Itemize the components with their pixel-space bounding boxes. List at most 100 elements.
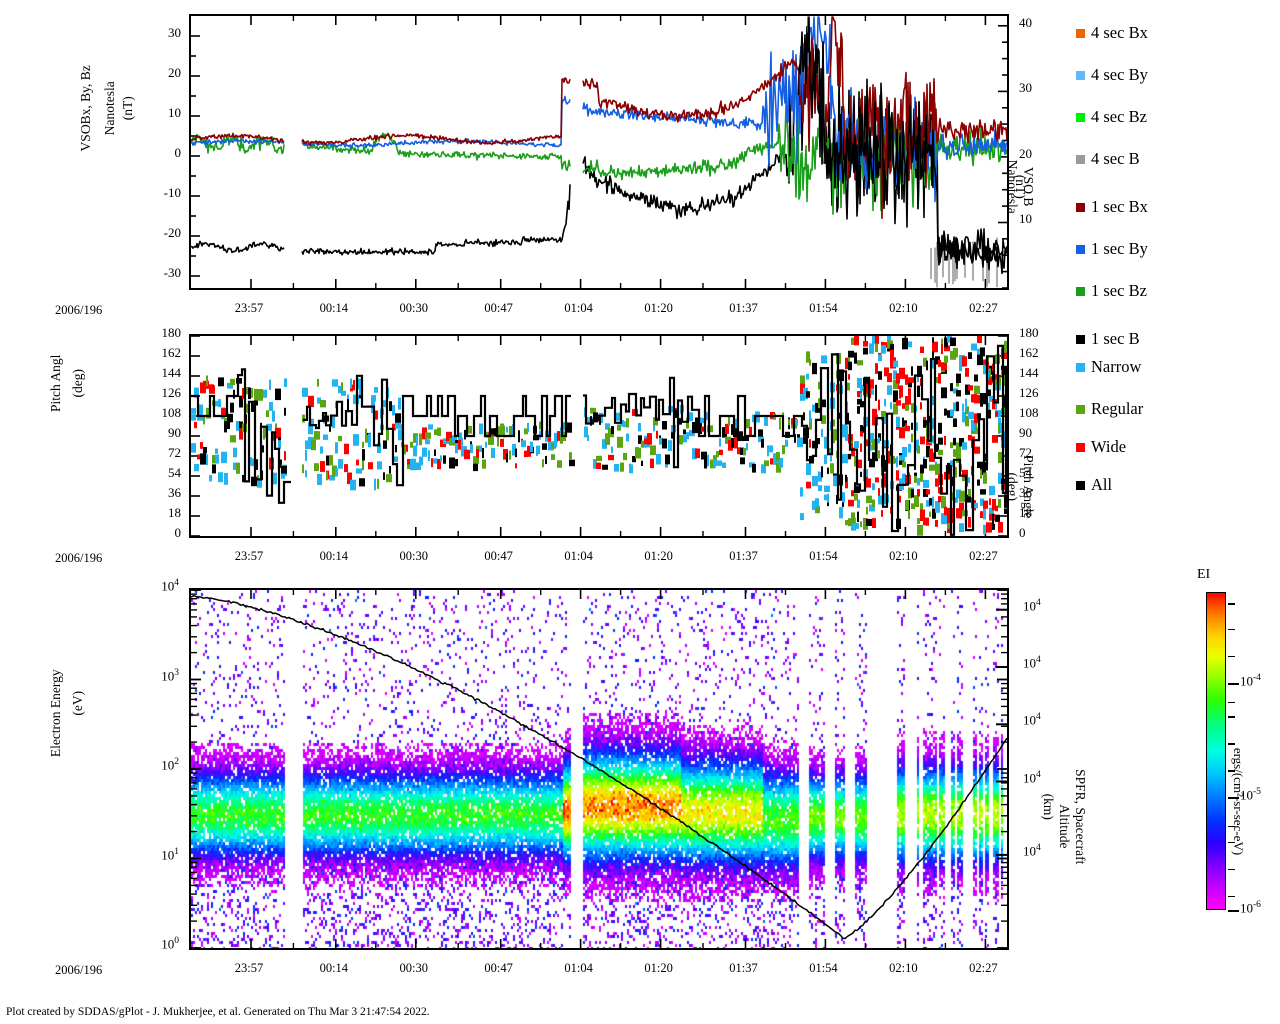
panel1-ylabel-left-line3: (nT) (120, 96, 135, 121)
xtick-label: 00:14 (319, 961, 349, 975)
magnetic-field-panel (189, 14, 1009, 290)
ytick-label: 144 (1019, 365, 1039, 380)
xtick-label: 01:37 (729, 549, 758, 563)
legend-swatch-icon (1076, 404, 1085, 414)
legend-label: 1 sec Bz (1091, 280, 1147, 300)
colorbar-tick-label: 10-4 (1240, 672, 1261, 688)
ytick-label: 30 (168, 25, 181, 40)
legend-label: 4 sec By (1091, 64, 1148, 84)
ytick-label: -10 (163, 185, 181, 200)
ytick-label: 0 (1019, 525, 1026, 540)
ytick-label: 72 (1019, 445, 1032, 460)
panel2-ylabel-left-units: (deg) (54, 310, 102, 470)
xtick-label: 01:20 (644, 549, 673, 563)
ytick-label: 101 (161, 846, 179, 862)
ytick-label: 90 (1019, 425, 1032, 440)
ytick-label: 126 (1019, 385, 1039, 400)
panel3-ylabel-left-units: (eV) (54, 610, 102, 810)
ytick-label: 104 (1023, 597, 1041, 614)
legend-swatch-icon (1076, 154, 1085, 164)
ytick-label: 54 (168, 465, 181, 480)
xtick-label: 00:47 (484, 549, 513, 563)
legend-item-1-sec-b: 1 sec B (1076, 330, 1140, 348)
ytick-label: 20 (168, 65, 181, 80)
legend-label: 4 sec Bx (1091, 22, 1148, 42)
xtick-label: 01:04 (564, 961, 593, 975)
legend-item-1-sec-bz: 1 sec Bz (1076, 282, 1147, 300)
ytick-label: 126 (161, 385, 182, 400)
legend-item-all: All (1076, 476, 1112, 494)
colorbar-title: EI (1197, 567, 1211, 582)
ytick-label: 40 (1019, 14, 1032, 30)
legend-item-4-sec-by: 4 sec By (1076, 66, 1148, 84)
legend-item-wide: Wide (1076, 438, 1126, 456)
legend-item-1-sec-by: 1 sec By (1076, 240, 1148, 258)
xtick-label: 01:54 (809, 961, 838, 975)
colorbar-minor-tick (1228, 628, 1235, 631)
ytick-label: 36 (1019, 485, 1032, 500)
ytick-label: 18 (168, 505, 181, 520)
colorbar-units-text: ergs/(cm²-sr-sec-eV) (1231, 747, 1246, 856)
panel3-ylabel-right-line3: (km) (1041, 793, 1056, 820)
legend-label: 1 sec Bx (1091, 196, 1148, 216)
legend-swatch-icon (1076, 202, 1085, 212)
colorbar-major-tick (1228, 910, 1239, 912)
ytick-label: 36 (168, 485, 181, 500)
electron-energy-spectrogram-panel (189, 588, 1009, 950)
ytick-label: 30 (1019, 80, 1032, 96)
ytick-label: 104 (1023, 842, 1041, 859)
xtick-label: 02:10 (889, 549, 918, 563)
xtick-label: 00:30 (399, 961, 429, 975)
xtick-label: 00:30 (399, 301, 429, 315)
footer-credit: Plot created by SDDAS/gPlot - J. Mukherj… (6, 1006, 430, 1018)
ytick-label: -20 (163, 225, 181, 240)
legend-swatch-icon (1076, 286, 1085, 296)
legend-swatch-icon (1076, 442, 1085, 452)
ytick-label: 180 (1019, 325, 1039, 340)
xtick-label: 00:47 (484, 301, 513, 315)
colorbar-major-tick (1228, 797, 1239, 800)
panel3-ylabel-left-line2: (eV) (70, 690, 85, 716)
xtick-label: 00:47 (484, 961, 513, 975)
colorbar-gradient (1206, 592, 1226, 910)
legend-label: Wide (1091, 436, 1127, 456)
legend-label: 4 sec B (1091, 148, 1140, 168)
colorbar-major-tick (1228, 682, 1239, 685)
ytick-label: 100 (161, 936, 179, 952)
ytick-label: 10 (168, 105, 181, 120)
ytick-label: 180 (161, 325, 182, 340)
ytick-label: -30 (163, 265, 181, 280)
ytick-label: 162 (1019, 345, 1039, 360)
legend-item-narrow: Narrow (1076, 358, 1141, 376)
panel2-ylabel-right-line2: (deg) (1005, 472, 1020, 501)
xtick-label: 01:04 (564, 549, 593, 563)
ytick-label: 104 (1023, 769, 1041, 785)
legend-item-4-sec-bx: 4 sec Bx (1076, 24, 1148, 42)
colorbar-tick-label: 10-6 (1240, 900, 1261, 916)
panel2-ylabel-left-line2: (deg) (70, 369, 85, 398)
xtick-label: 00:30 (399, 549, 429, 563)
xtick-label: 00:14 (319, 549, 349, 563)
ytick-label: 72 (168, 445, 181, 460)
legend-label: 1 sec B (1091, 328, 1140, 348)
legend-swatch-icon (1076, 362, 1085, 372)
colorbar-minor-tick (1228, 701, 1235, 704)
legend-swatch-icon (1076, 480, 1085, 490)
legend-label: 1 sec By (1091, 238, 1148, 258)
xtick-label: 01:54 (809, 301, 838, 315)
legend-swatch-icon (1076, 70, 1085, 80)
legend-item-1-sec-bx: 1 sec Bx (1076, 198, 1148, 216)
panel1-date-label: 2006/196 (55, 303, 103, 317)
legend-swatch-icon (1076, 334, 1085, 344)
xtick-label: 00:14 (319, 301, 349, 315)
xtick-label: 02:10 (889, 961, 918, 975)
ytick-label: 54 (1019, 465, 1032, 480)
ytick-label: 108 (161, 405, 182, 420)
ytick-label: 20 (1019, 145, 1032, 161)
colorbar-minor-tick (1228, 603, 1235, 605)
ytick-label: 162 (161, 345, 182, 360)
colorbar-minor-tick (1228, 895, 1235, 898)
colorbar-tick-label: 10-5 (1240, 787, 1261, 803)
ytick-label: 90 (168, 425, 181, 440)
legend-swatch-icon (1076, 244, 1085, 254)
